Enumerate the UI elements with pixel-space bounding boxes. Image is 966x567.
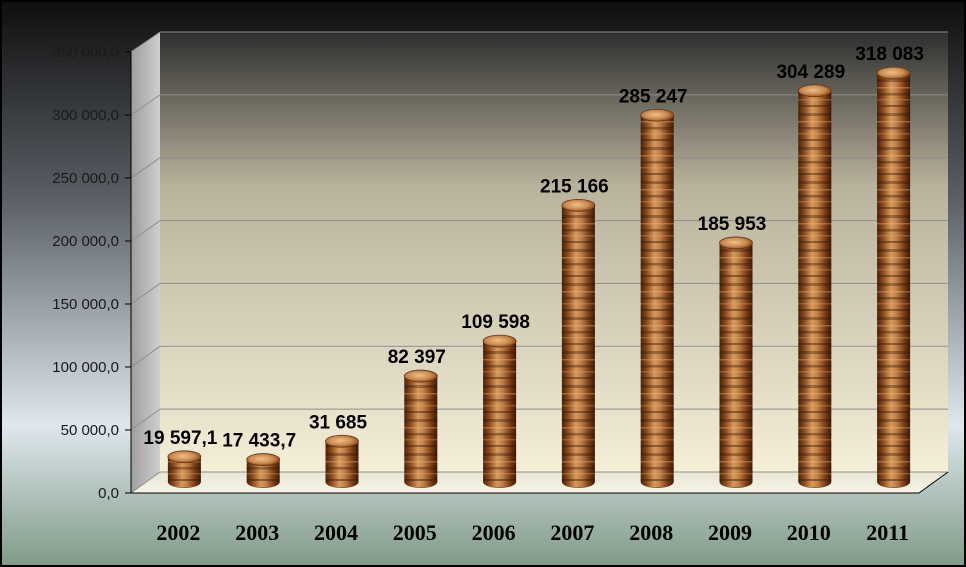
data-label: 109 598: [461, 312, 530, 333]
bar-wood-texture: [719, 242, 753, 488]
gridline-side: [130, 471, 161, 494]
data-label: 304 289: [776, 62, 845, 83]
gridline-side: [130, 220, 161, 242]
bar-wood-texture: [877, 73, 911, 489]
bar-top-cap: [719, 236, 753, 250]
bar-top-cap: [876, 66, 911, 80]
data-label: 318 083: [855, 44, 924, 65]
side-wall: [131, 32, 160, 493]
data-label: 19 597,1: [143, 428, 217, 449]
bar-cylinder: [246, 453, 281, 488]
gridline-side: [130, 31, 161, 53]
y-tick-label: 350 000,0: [52, 44, 119, 61]
floor-edge: [918, 471, 949, 494]
y-tick-label: 100 000,0: [52, 359, 119, 376]
data-label: 285 247: [619, 86, 688, 107]
bar-cylinder: [482, 334, 517, 488]
y-tick-label: 200 000,0: [52, 233, 119, 250]
y-tick-label: 300 000,0: [52, 107, 119, 124]
bar-top-cap: [403, 369, 438, 383]
bar-cylinder: [640, 108, 675, 489]
gridline-side: [130, 408, 161, 431]
bar-cylinder: [561, 198, 596, 488]
y-tick-label: 250 000,0: [52, 170, 119, 187]
y-tick-label: 50 000,0: [61, 422, 119, 439]
bar-wood-texture: [798, 90, 832, 488]
bar-cylinder: [325, 434, 359, 488]
data-label: 82 397: [388, 347, 446, 368]
x-axis: 2002 2003 2004 2005 2006 2007 2008 2009 2010 2011: [156, 520, 909, 545]
bars: [167, 66, 911, 489]
bar-cylinder: [403, 369, 438, 488]
x-tick-label: 2007: [550, 520, 594, 545]
data-label: 185 953: [698, 214, 767, 235]
bar-cylinder: [719, 236, 753, 488]
bar-wood-texture: [640, 115, 674, 489]
data-label: 31 685: [309, 412, 368, 433]
x-tick-label: 2010: [787, 520, 831, 545]
gridline-side: [130, 157, 161, 179]
bar-top-cap: [167, 450, 202, 464]
x-tick-label: 2002: [156, 520, 200, 545]
y-tick-label: 0,0: [98, 485, 119, 502]
bar-wood-texture: [167, 456, 201, 488]
gridline-side: [130, 94, 161, 116]
x-tick-label: 2005: [393, 520, 437, 545]
y-tick-label: 150 000,0: [52, 296, 119, 313]
bar-cylinder: [876, 66, 911, 489]
y-axis: 0,0 50 000,0 100 000,0 150 000,0 200 000,0 25…: [52, 44, 949, 502]
bar-top-cap: [561, 198, 596, 212]
gridline-side: [130, 345, 161, 368]
data-label: 215 166: [540, 176, 609, 197]
bar-top-cap: [640, 108, 675, 122]
bar-wood-texture: [246, 459, 280, 488]
bar-wood-texture: [561, 205, 595, 488]
bar-top-cap: [325, 434, 359, 448]
bar-cylinder: [797, 84, 832, 488]
bar-wood-texture: [404, 376, 438, 488]
x-tick-label: 2008: [629, 520, 673, 545]
data-label: 17 433,7: [222, 431, 296, 452]
x-tick-label: 2009: [708, 520, 752, 545]
x-tick-label: 2004: [314, 520, 358, 545]
x-tick-label: 2011: [866, 520, 909, 545]
x-tick-label: 2006: [472, 520, 516, 545]
gridline-side: [130, 283, 161, 305]
data-labels: 19 597,1 17 433,7 31 685 82 397 109 598 215 1…: [143, 44, 924, 452]
bar-cylinder: [167, 450, 202, 488]
bar-wood-texture: [325, 441, 359, 488]
bar-top-cap: [482, 334, 517, 348]
x-tick-label: 2003: [235, 520, 279, 545]
bar-top-cap: [246, 453, 281, 466]
bar-top-cap: [797, 84, 832, 98]
bar-wood-texture: [483, 341, 517, 488]
